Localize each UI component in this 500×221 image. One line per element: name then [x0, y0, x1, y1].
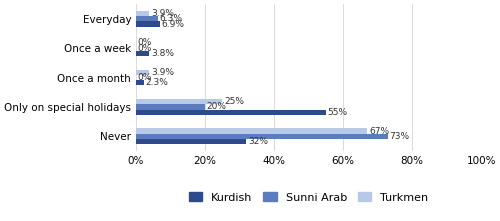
Text: 0%: 0%	[138, 44, 152, 53]
Bar	[136, 128, 367, 134]
Text: 0%: 0%	[138, 38, 152, 47]
Legend: Kurdish, Sunni Arab, Turkmen: Kurdish, Sunni Arab, Turkmen	[184, 188, 433, 207]
Bar	[136, 70, 149, 75]
Bar	[136, 134, 388, 139]
Text: 25%: 25%	[224, 97, 244, 106]
Text: 6.9%: 6.9%	[162, 20, 184, 29]
Bar	[136, 80, 144, 86]
Bar	[136, 16, 158, 21]
Text: 67%: 67%	[369, 127, 389, 135]
Bar	[136, 110, 326, 115]
Text: 73%: 73%	[390, 132, 410, 141]
Text: 0%: 0%	[138, 73, 152, 82]
Bar	[136, 139, 246, 144]
Text: 3.9%: 3.9%	[151, 68, 174, 77]
Bar	[136, 99, 222, 104]
Text: 20%: 20%	[207, 102, 227, 111]
Bar	[136, 21, 160, 27]
Bar	[136, 104, 205, 110]
Bar	[136, 51, 149, 56]
Text: 3.9%: 3.9%	[151, 9, 174, 18]
Text: 2.3%: 2.3%	[146, 78, 169, 87]
Bar	[136, 11, 149, 16]
Text: 32%: 32%	[248, 137, 268, 146]
Text: 6.3%: 6.3%	[160, 14, 182, 23]
Text: 3.8%: 3.8%	[151, 49, 174, 58]
Text: 55%: 55%	[328, 108, 347, 117]
